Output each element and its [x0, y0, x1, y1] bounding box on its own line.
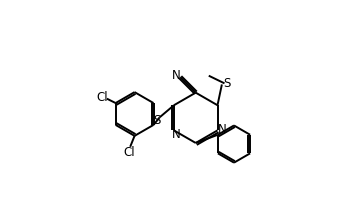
Text: N: N	[172, 69, 181, 82]
Text: Cl: Cl	[123, 145, 135, 158]
Text: N: N	[172, 128, 180, 140]
Text: Cl: Cl	[96, 91, 108, 103]
Text: N: N	[218, 123, 227, 136]
Text: S: S	[223, 77, 231, 90]
Text: S: S	[153, 113, 160, 126]
